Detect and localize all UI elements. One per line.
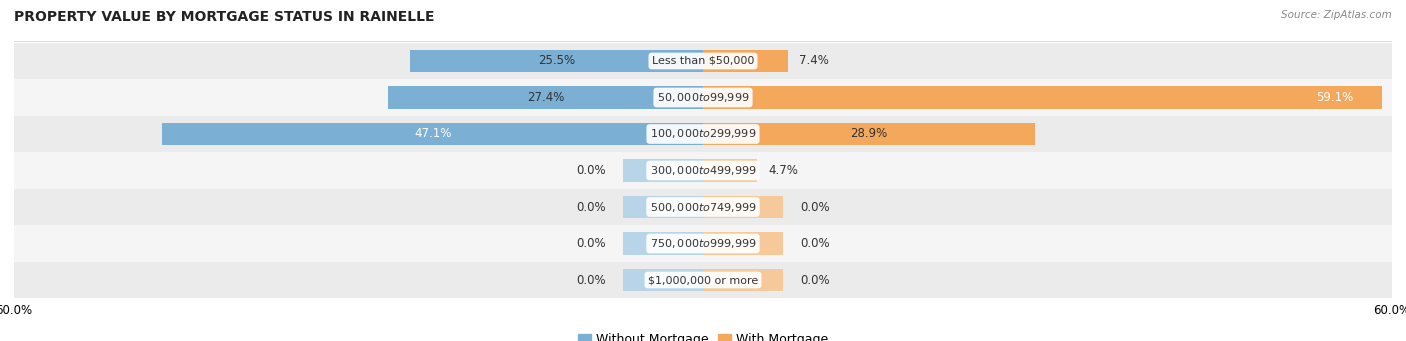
Bar	[703, 159, 756, 182]
Bar	[623, 232, 703, 255]
Text: Less than $50,000: Less than $50,000	[652, 56, 754, 66]
Bar	[623, 269, 703, 291]
Legend: Without Mortgage, With Mortgage: Without Mortgage, With Mortgage	[574, 328, 832, 341]
Bar	[411, 50, 703, 72]
Bar	[14, 189, 1392, 225]
Bar	[14, 152, 1392, 189]
Text: $50,000 to $99,999: $50,000 to $99,999	[657, 91, 749, 104]
Text: 0.0%: 0.0%	[800, 237, 830, 250]
Bar	[162, 123, 703, 145]
Bar	[14, 116, 1392, 152]
Text: 47.1%: 47.1%	[413, 128, 451, 140]
Text: 7.4%: 7.4%	[800, 55, 830, 68]
Text: 0.0%: 0.0%	[576, 164, 606, 177]
Text: 0.0%: 0.0%	[576, 237, 606, 250]
Bar	[703, 196, 783, 218]
Text: 0.0%: 0.0%	[800, 273, 830, 286]
Bar	[388, 86, 703, 109]
Bar	[703, 232, 783, 255]
Text: Source: ZipAtlas.com: Source: ZipAtlas.com	[1281, 10, 1392, 20]
Bar	[14, 79, 1392, 116]
Bar	[623, 196, 703, 218]
Text: 59.1%: 59.1%	[1316, 91, 1353, 104]
Text: $1,000,000 or more: $1,000,000 or more	[648, 275, 758, 285]
Bar	[703, 269, 783, 291]
Bar	[623, 159, 703, 182]
Text: 25.5%: 25.5%	[538, 55, 575, 68]
Bar	[703, 86, 1382, 109]
Bar	[703, 50, 787, 72]
Text: PROPERTY VALUE BY MORTGAGE STATUS IN RAINELLE: PROPERTY VALUE BY MORTGAGE STATUS IN RAI…	[14, 10, 434, 24]
Text: $300,000 to $499,999: $300,000 to $499,999	[650, 164, 756, 177]
Text: 0.0%: 0.0%	[576, 201, 606, 213]
Text: $500,000 to $749,999: $500,000 to $749,999	[650, 201, 756, 213]
Text: $750,000 to $999,999: $750,000 to $999,999	[650, 237, 756, 250]
Text: 27.4%: 27.4%	[527, 91, 564, 104]
Text: $100,000 to $299,999: $100,000 to $299,999	[650, 128, 756, 140]
Bar	[703, 123, 1035, 145]
Text: 0.0%: 0.0%	[576, 273, 606, 286]
Text: 4.7%: 4.7%	[769, 164, 799, 177]
Text: 0.0%: 0.0%	[800, 201, 830, 213]
Bar	[14, 225, 1392, 262]
Text: 28.9%: 28.9%	[851, 128, 887, 140]
Bar	[14, 262, 1392, 298]
Bar	[14, 43, 1392, 79]
